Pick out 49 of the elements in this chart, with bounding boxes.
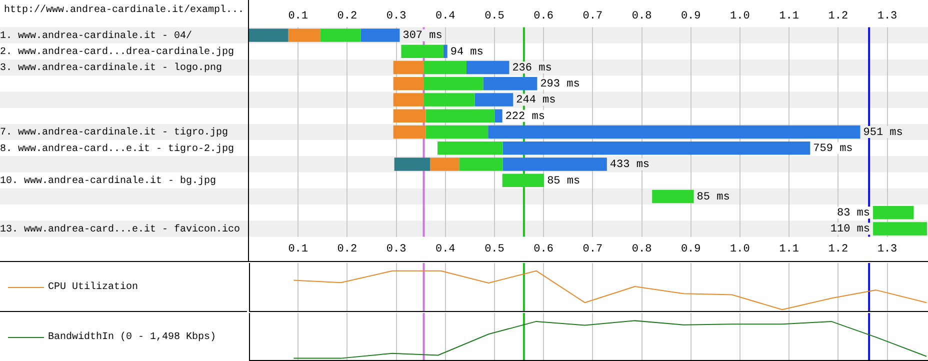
total-label: 951 ms [863, 126, 903, 139]
legend-label: CPU Utilization [48, 282, 138, 293]
x-tick-label: 0.1 [288, 243, 308, 256]
total-label: 433 ms [610, 159, 650, 172]
text: http://www.andrea-cardinale.it/exampl... [4, 5, 244, 16]
total-label: 85 ms [696, 191, 730, 204]
x-tick-label: 1.1 [779, 243, 800, 256]
x-tick-label: 0.8 [632, 243, 652, 256]
y-tick-label: 13. www.andrea-card...e.it - favicon.ico [0, 223, 240, 236]
x2-tick-label: 0.9 [680, 10, 701, 23]
x2-tick-label: 0.6 [534, 10, 554, 23]
x2-tick-label: 1.2 [828, 10, 848, 23]
x-tick-label: 0.4 [435, 243, 456, 256]
y-tick-label: 10. www.andrea-cardinale.it - bg.jpg [0, 175, 216, 188]
y-tick-label: 2. www.andrea-card...drea-cardinale.jpg [0, 46, 234, 58]
total-label: 293 ms [540, 78, 580, 91]
total-label: 236 ms [512, 62, 552, 74]
x-tick-label: 1.0 [730, 243, 750, 256]
total-label: 222 ms [505, 110, 545, 123]
x2-tick-label: 0.3 [386, 10, 406, 23]
total-label: 94 ms [450, 46, 484, 58]
x-tick-label: 0.6 [534, 243, 554, 256]
y-tick-label: 3. www.andrea-cardinale.it - logo.png [0, 62, 222, 74]
x2-tick-label: 0.7 [582, 10, 603, 23]
x2-tick-label: 1.3 [877, 10, 898, 23]
legend-label: BandwidthIn (0 - 1,498 Kbps) [48, 332, 216, 342]
total-label: 307 ms [402, 30, 442, 42]
x-tick-label: 0.9 [680, 243, 701, 256]
total-label: 110 ms [830, 224, 870, 236]
x2-tick-label: 0.5 [484, 10, 504, 23]
x-tick-label: 0.2 [337, 243, 358, 256]
x2-tick-label: 0.8 [632, 10, 652, 23]
total-label: 83 ms [836, 208, 870, 220]
y-tick-label: 7. www.andrea-cardinale.it - tigro.jpg [0, 126, 228, 139]
y-tick-label: 1. www.andrea-cardinale.it - 04/ [0, 30, 192, 42]
total-label: 85 ms [547, 175, 580, 188]
x-tick-label: 1.3 [877, 243, 898, 256]
x2-tick-label: 0.4 [435, 10, 456, 23]
total-label: 759 ms [813, 143, 853, 156]
x-tick-label: 0.7 [582, 243, 603, 256]
y-tick-label: 8. www.andrea-card...e.it - tigro-2.jpg [0, 142, 234, 155]
x-tick-label: 1.2 [828, 243, 848, 256]
x-tick-label: 0.3 [386, 243, 406, 256]
x2-tick-label: 0.1 [288, 10, 308, 23]
x-tick-label: 0.5 [484, 243, 504, 256]
x2-tick-label: 0.2 [337, 10, 358, 23]
x2-tick-label: 1.0 [730, 10, 750, 23]
x2-tick-label: 1.1 [779, 10, 800, 23]
total-label: 244 ms [516, 94, 556, 107]
